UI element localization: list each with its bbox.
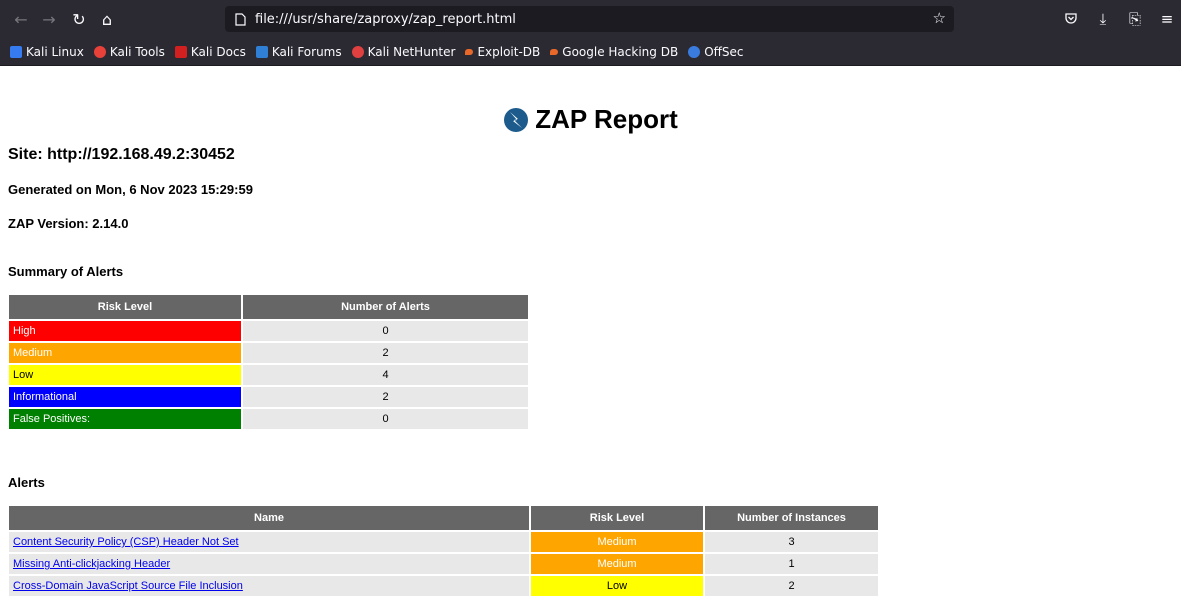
url-bar[interactable]: file:///usr/share/zaproxy/zap_report.htm… — [225, 6, 954, 32]
kali-forums-icon — [255, 45, 268, 58]
summary-row-informational: Informational 2 — [9, 387, 528, 407]
kali-docs-icon — [174, 45, 187, 58]
alert-instances-cell: 2 — [705, 576, 878, 596]
risk-level-cell: Medium — [9, 343, 241, 363]
risk-level-cell: High — [9, 321, 241, 341]
generated-date: Generated on Mon, 6 Nov 2023 15:29:59 — [8, 182, 253, 197]
bookmark-kali-docs[interactable]: Kali Docs — [174, 45, 246, 59]
summary-header-row: Risk Level Number of Alerts — [9, 295, 528, 319]
alert-count-cell: 4 — [243, 365, 528, 385]
offsec-icon — [688, 45, 701, 58]
alert-name-cell: Cross-Domain JavaScript Source File Incl… — [9, 576, 529, 596]
alerts-header-row: Name Risk Level Number of Instances — [9, 506, 878, 530]
alert-risk-cell: Medium — [531, 554, 703, 574]
summary-row-high: High 0 — [9, 321, 528, 341]
risk-level-cell: Low — [9, 365, 241, 385]
bookmark-star-icon[interactable]: ☆ — [932, 9, 946, 27]
bookmark-exploit-db[interactable]: Exploit-DB — [465, 45, 540, 59]
alert-row-anti-clickjacking: Missing Anti-clickjacking Header Medium … — [9, 554, 878, 574]
alert-name-cell: Missing Anti-clickjacking Header — [9, 554, 529, 574]
summary-table: Risk Level Number of Alerts High 0 Mediu… — [7, 293, 530, 431]
alert-count-cell: 0 — [243, 409, 528, 429]
alert-risk-cell: Medium — [531, 532, 703, 552]
alert-link-anti-clickjacking[interactable]: Missing Anti-clickjacking Header — [13, 558, 171, 570]
summary-heading: Summary of Alerts — [8, 264, 124, 279]
kali-tools-icon — [93, 45, 106, 58]
home-icon[interactable]: ⌂ — [101, 9, 113, 29]
alerts-header-name: Name — [9, 506, 529, 530]
bookmark-kali-forums[interactable]: Kali Forums — [255, 45, 342, 59]
bookmark-kali-tools[interactable]: Kali Tools — [93, 45, 165, 59]
alerts-heading: Alerts — [8, 475, 45, 490]
alert-instances-cell: 1 — [705, 554, 878, 574]
bookmarks-bar: Kali Linux Kali Tools Kali Docs Kali For… — [0, 38, 1181, 66]
bookmark-kali-linux[interactable]: Kali Linux — [10, 45, 84, 59]
reload-icon[interactable]: ↻ — [72, 9, 86, 29]
alert-row-csp: Content Security Policy (CSP) Header Not… — [9, 532, 878, 552]
bookmark-google-hacking-db[interactable]: Google Hacking DB — [550, 45, 678, 59]
alert-link-cross-domain-js[interactable]: Cross-Domain JavaScript Source File Incl… — [13, 580, 243, 592]
alert-count-cell: 2 — [243, 343, 528, 363]
back-icon[interactable]: ← — [14, 9, 28, 29]
summary-row-low: Low 4 — [9, 365, 528, 385]
exploit-db-icon — [465, 48, 474, 55]
alerts-table: Name Risk Level Number of Instances Cont… — [7, 504, 880, 598]
summary-row-false-positives: False Positives: 0 — [9, 409, 528, 429]
page-icon — [234, 12, 246, 26]
extensions-icon[interactable]: ⎘ — [1128, 10, 1141, 28]
risk-level-cell: False Positives: — [9, 409, 241, 429]
kali-nethunter-icon — [351, 45, 364, 58]
bookmark-offsec[interactable]: OffSec — [688, 45, 744, 59]
summary-header-risk-level: Risk Level — [9, 295, 241, 319]
alerts-header-risk-level: Risk Level — [531, 506, 703, 530]
summary-header-number-of-alerts: Number of Alerts — [243, 295, 528, 319]
kali-linux-icon — [10, 45, 22, 58]
site-heading: Site: http://192.168.49.2:30452 — [8, 146, 235, 163]
report-title: ZAP Report — [0, 104, 1181, 135]
browser-toolbar: ← → ↻ ⌂ file:///usr/share/zaproxy/zap_re… — [0, 0, 1181, 38]
alert-risk-cell: Low — [531, 576, 703, 596]
bookmark-kali-nethunter[interactable]: Kali NetHunter — [351, 45, 455, 59]
alert-count-cell: 0 — [243, 321, 528, 341]
alert-link-csp[interactable]: Content Security Policy (CSP) Header Not… — [13, 536, 239, 548]
download-icon[interactable]: ⤓ — [1099, 10, 1107, 28]
zap-logo-icon — [503, 107, 529, 133]
google-hacking-db-icon — [550, 48, 559, 55]
zap-version: ZAP Version: 2.14.0 — [8, 216, 129, 231]
risk-level-cell: Informational — [9, 387, 241, 407]
alert-name-cell: Content Security Policy (CSP) Header Not… — [9, 532, 529, 552]
pocket-icon[interactable] — [1058, 6, 1084, 32]
alert-row-cross-domain-js: Cross-Domain JavaScript Source File Incl… — [9, 576, 878, 596]
menu-icon[interactable]: ≡ — [1160, 10, 1174, 28]
alert-instances-cell: 3 — [705, 532, 878, 552]
url-text[interactable]: file:///usr/share/zaproxy/zap_report.htm… — [255, 11, 516, 27]
alert-count-cell: 2 — [243, 387, 528, 407]
summary-row-medium: Medium 2 — [9, 343, 528, 363]
alerts-header-instances: Number of Instances — [705, 506, 878, 530]
forward-icon[interactable]: → — [42, 9, 56, 29]
